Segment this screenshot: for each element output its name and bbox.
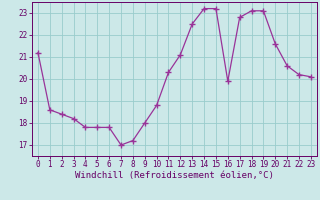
X-axis label: Windchill (Refroidissement éolien,°C): Windchill (Refroidissement éolien,°C)	[75, 171, 274, 180]
